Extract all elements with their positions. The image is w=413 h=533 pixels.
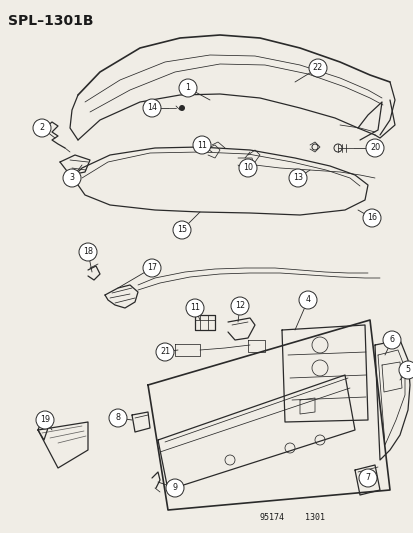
Text: 21: 21 [159, 348, 170, 357]
Circle shape [308, 59, 326, 77]
Circle shape [142, 259, 161, 277]
Circle shape [63, 169, 81, 187]
Text: 12: 12 [234, 302, 244, 311]
Text: SPL–1301B: SPL–1301B [8, 14, 93, 28]
Circle shape [185, 299, 204, 317]
Circle shape [33, 119, 51, 137]
Text: 4: 4 [305, 295, 310, 304]
Circle shape [288, 169, 306, 187]
Text: 19: 19 [40, 416, 50, 424]
Text: 5: 5 [404, 366, 410, 375]
Circle shape [178, 105, 185, 111]
Text: 11: 11 [190, 303, 199, 312]
Text: 7: 7 [365, 473, 370, 482]
Text: 3: 3 [69, 174, 74, 182]
Circle shape [230, 297, 248, 315]
Circle shape [178, 79, 197, 97]
Text: 10: 10 [242, 164, 252, 173]
Text: 18: 18 [83, 247, 93, 256]
Text: 8: 8 [115, 414, 120, 423]
Circle shape [142, 99, 161, 117]
Text: 9: 9 [172, 483, 177, 492]
Circle shape [382, 331, 400, 349]
Circle shape [192, 136, 211, 154]
Circle shape [238, 159, 256, 177]
Circle shape [173, 221, 190, 239]
Text: 13: 13 [292, 174, 302, 182]
Text: 2: 2 [39, 124, 45, 133]
Circle shape [358, 469, 376, 487]
Circle shape [109, 409, 127, 427]
Circle shape [36, 411, 54, 429]
Text: 14: 14 [147, 103, 157, 112]
Circle shape [156, 343, 173, 361]
Circle shape [362, 209, 380, 227]
Text: 15: 15 [176, 225, 187, 235]
Circle shape [79, 243, 97, 261]
Text: 20: 20 [369, 143, 379, 152]
Circle shape [298, 291, 316, 309]
Text: 95174: 95174 [259, 513, 284, 522]
Circle shape [365, 139, 383, 157]
Text: 1: 1 [185, 84, 190, 93]
Circle shape [398, 361, 413, 379]
Text: 17: 17 [147, 263, 157, 272]
Circle shape [166, 479, 183, 497]
Text: 11: 11 [197, 141, 206, 149]
Text: 1301: 1301 [304, 513, 324, 522]
Text: 22: 22 [312, 63, 322, 72]
Text: 16: 16 [366, 214, 376, 222]
Text: 6: 6 [389, 335, 394, 344]
